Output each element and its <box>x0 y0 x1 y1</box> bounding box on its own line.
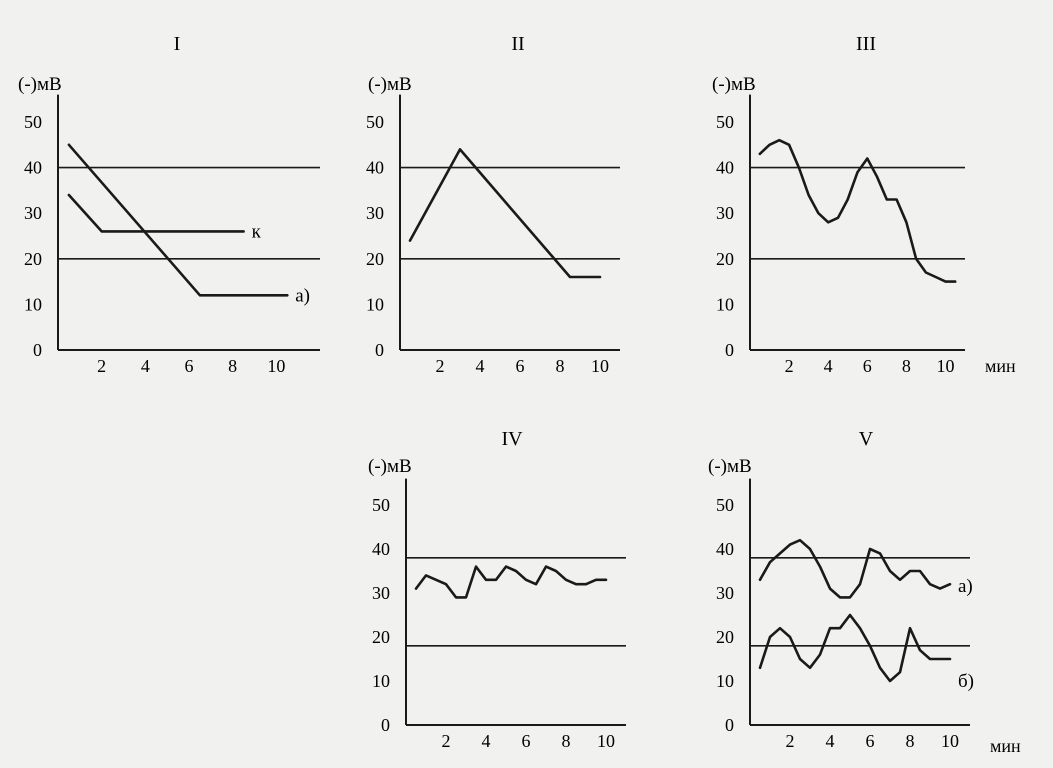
y-tick-label: 40 <box>366 158 384 178</box>
y-tick-label: 10 <box>716 671 734 691</box>
series-label: б) <box>958 671 974 692</box>
y-tick-label: 40 <box>716 539 734 559</box>
x-tick-label: 6 <box>185 356 194 376</box>
series-line-2 <box>67 143 289 297</box>
x-tick-label: 4 <box>826 731 835 751</box>
chart-title: I <box>174 33 181 55</box>
y-axis-label: (-)мВ <box>18 74 62 95</box>
series-line-2 <box>758 613 952 683</box>
y-tick-label: 0 <box>725 340 734 360</box>
y-tick-label: 40 <box>24 158 42 178</box>
y-tick-label: 30 <box>716 583 734 603</box>
chart-title: IV <box>501 428 523 450</box>
y-tick-label: 20 <box>366 249 384 269</box>
x-tick-label: 4 <box>824 356 833 376</box>
x-tick-label: 4 <box>482 731 491 751</box>
chart-title: III <box>856 33 876 55</box>
x-tick-label: 2 <box>442 731 451 751</box>
y-axis-label: (-)мВ <box>368 456 412 477</box>
y-tick-label: 20 <box>716 249 734 269</box>
y-tick-label: 0 <box>381 715 390 735</box>
y-tick-label: 20 <box>716 627 734 647</box>
series-label: а) <box>958 576 973 597</box>
x-tick-label: 10 <box>591 356 609 376</box>
chart-panel-4: IV (-)мВ 0 10 20 30 40 50 2 4 6 8 10 <box>368 428 626 751</box>
x-tick-label: 8 <box>556 356 565 376</box>
chart-panel-3: III (-)мВ 0 10 20 30 40 50 2 4 6 8 10 мин <box>712 33 1016 376</box>
x-axis-label: мин <box>985 356 1016 376</box>
x-tick-label: 6 <box>516 356 525 376</box>
y-tick-label: 30 <box>372 583 390 603</box>
x-tick-label: 10 <box>936 356 954 376</box>
chart-panel-1: I (-)мВ 0 10 20 30 40 50 2 4 6 8 10 к а) <box>18 33 320 376</box>
x-tick-label: 2 <box>786 731 795 751</box>
chart-panel-5: V (-)мВ 0 10 20 30 40 50 2 4 6 8 10 мин а) б) <box>708 428 1021 756</box>
y-tick-label: 50 <box>366 112 384 132</box>
x-tick-label: 10 <box>597 731 615 751</box>
x-tick-label: 6 <box>863 356 872 376</box>
chart-panel-2: II (-)мВ 0 10 20 30 40 50 2 4 6 8 10 <box>366 33 620 376</box>
x-tick-label: 2 <box>97 356 106 376</box>
x-tick-label: 4 <box>141 356 150 376</box>
series-line-1 <box>758 138 957 283</box>
x-tick-label: 2 <box>436 356 445 376</box>
series-line-1 <box>67 193 245 233</box>
x-tick-label: 8 <box>228 356 237 376</box>
y-tick-label: 20 <box>24 249 42 269</box>
series-line-1 <box>408 148 602 279</box>
series-line-1 <box>414 565 608 599</box>
y-tick-label: 10 <box>24 294 42 314</box>
y-tick-label: 30 <box>716 203 734 223</box>
y-tick-label: 30 <box>366 203 384 223</box>
y-tick-label: 30 <box>24 203 42 223</box>
y-tick-label: 10 <box>372 671 390 691</box>
y-tick-label: 0 <box>375 340 384 360</box>
y-tick-label: 0 <box>33 340 42 360</box>
series-label: к <box>252 221 262 242</box>
y-axis-label: (-)мВ <box>708 456 752 477</box>
x-tick-label: 8 <box>906 731 915 751</box>
chart-title: V <box>859 428 874 450</box>
x-tick-label: 4 <box>476 356 485 376</box>
x-tick-label: 10 <box>267 356 285 376</box>
series-label: а) <box>295 285 310 306</box>
y-tick-label: 0 <box>725 715 734 735</box>
y-axis-label: (-)мВ <box>712 74 756 95</box>
y-tick-label: 50 <box>372 495 390 515</box>
y-tick-label: 10 <box>716 294 734 314</box>
x-tick-label: 8 <box>562 731 571 751</box>
y-tick-label: 40 <box>372 539 390 559</box>
y-tick-label: 10 <box>366 294 384 314</box>
x-tick-label: 10 <box>941 731 959 751</box>
x-tick-label: 8 <box>902 356 911 376</box>
y-tick-label: 50 <box>716 112 734 132</box>
y-tick-label: 50 <box>24 112 42 132</box>
y-axis-label: (-)мВ <box>368 74 412 95</box>
series-line-1 <box>758 538 952 599</box>
x-axis-label: мин <box>990 736 1021 756</box>
x-tick-label: 6 <box>522 731 531 751</box>
y-tick-label: 50 <box>716 495 734 515</box>
y-tick-label: 40 <box>716 158 734 178</box>
x-tick-label: 6 <box>866 731 875 751</box>
chart-title: II <box>511 33 524 55</box>
x-tick-label: 2 <box>785 356 794 376</box>
y-tick-label: 20 <box>372 627 390 647</box>
